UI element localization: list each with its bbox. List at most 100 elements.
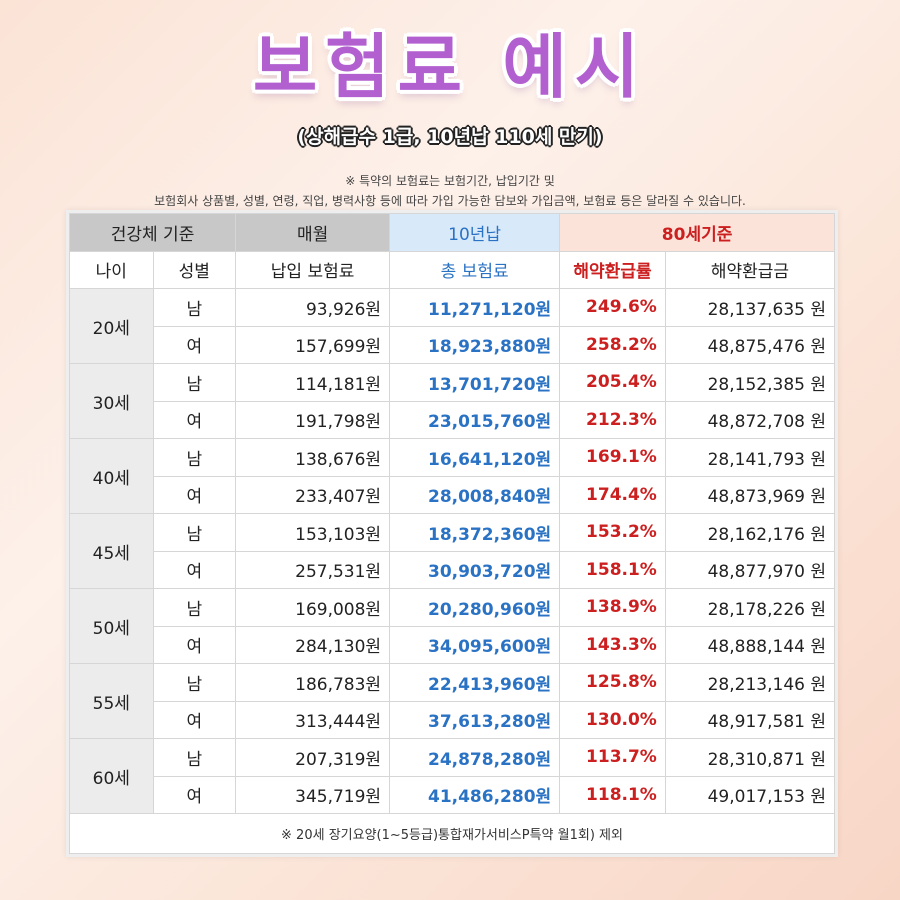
- gender-cell: 여: [152, 625, 237, 664]
- total-premium-cell: 28,008,840원: [389, 475, 561, 514]
- header-total-premium: 총 보험료: [389, 250, 561, 289]
- refund-amount-cell: 28,141,793 원: [664, 438, 836, 477]
- note-line-1: ※ 특약의 보험료는 보험기간, 납입기간 및: [345, 174, 555, 188]
- page-subtitle: (상해급수 1급, 10년납 110세 만기): [297, 126, 603, 148]
- table-row: 여 233,407원 28,008,840원 174.4% 48,873,969 원: [70, 475, 836, 514]
- refund-amount-cell: 28,162,176 원: [664, 513, 836, 552]
- table-row: 60세 남 207,319원 24,878,280원 113.7% 28,310,871 …: [69, 738, 836, 814]
- header-monthly: 매월: [235, 213, 391, 252]
- refund-rate-cell: 169.1%: [559, 438, 666, 477]
- monthly-premium-cell: 169,008원: [235, 588, 391, 627]
- refund-amount-cell: 48,917,581 원: [664, 700, 836, 739]
- premium-table-container: 건강체 기준 매월 10년납 80세기준 나이 성별 납입 보험료 총 보험료 …: [66, 210, 838, 857]
- total-premium-cell: 24,878,280원: [389, 738, 561, 777]
- refund-rate-cell: 205.4%: [559, 363, 666, 402]
- header-gender: 성별: [152, 250, 237, 289]
- refund-amount-cell: 28,310,871 원: [664, 738, 836, 777]
- monthly-premium-cell: 186,783원: [235, 663, 391, 702]
- table-row: 여 157,699원 18,923,880원 258.2% 48,875,476 원: [70, 325, 836, 364]
- total-premium-cell: 11,271,120원: [389, 288, 561, 327]
- age-cell: 45세: [69, 513, 154, 589]
- monthly-premium-cell: 284,130원: [235, 625, 391, 664]
- header-refund-rate: 해약환급률: [559, 250, 666, 289]
- total-premium-cell: 34,095,600원: [389, 625, 561, 664]
- monthly-premium-cell: 157,699원: [235, 325, 391, 364]
- gender-cell: 남: [152, 738, 237, 777]
- total-premium-cell: 22,413,960원: [389, 663, 561, 702]
- footnote-row: ※ 20세 장기요양(1~5등급)통합재가서비스P특약 월1회) 제외: [69, 813, 835, 854]
- refund-amount-cell: 28,152,385 원: [664, 363, 836, 402]
- table-row: 여 191,798원 23,015,760원 212.3% 48,872,708 원: [70, 400, 836, 439]
- table-row: 40세 남 138,676원 16,641,120원 169.1% 28,141,793 …: [69, 438, 836, 514]
- age-cell: 60세: [69, 738, 154, 814]
- total-premium-cell: 13,701,720원: [389, 363, 561, 402]
- header-paid-premium: 납입 보험료: [235, 250, 391, 289]
- gender-cell: 남: [152, 363, 237, 402]
- gender-cell: 남: [152, 288, 237, 327]
- total-premium-cell: 16,641,120원: [389, 438, 561, 477]
- header-refund-amount: 해약환급금: [664, 250, 836, 289]
- note-line-2: 보험회사 상품별, 성별, 연령, 직업, 병력사항 등에 따라 가입 가능한 …: [154, 194, 746, 208]
- refund-amount-cell: 48,872,708 원: [664, 400, 836, 439]
- monthly-premium-cell: 257,531원: [235, 550, 391, 589]
- refund-rate-cell: 158.1%: [559, 550, 666, 589]
- monthly-premium-cell: 93,926원: [235, 288, 391, 327]
- age-cell: 50세: [69, 588, 154, 664]
- refund-amount-cell: 28,178,226 원: [664, 588, 836, 627]
- premium-table-body: 20세 남 93,926원 11,271,120원 249.6% 28,137,635 원…: [69, 288, 836, 814]
- refund-rate-cell: 249.6%: [559, 288, 666, 327]
- table-row: 여 345,719원 41,486,280원 118.1% 49,017,153 원: [70, 775, 836, 814]
- refund-rate-cell: 130.0%: [559, 700, 666, 739]
- gender-cell: 남: [152, 663, 237, 702]
- monthly-premium-cell: 138,676원: [235, 438, 391, 477]
- age-cell: 20세: [69, 288, 154, 364]
- header-10-year-pay: 10년납: [389, 213, 561, 252]
- monthly-premium-cell: 191,798원: [235, 400, 391, 439]
- total-premium-cell: 23,015,760원: [389, 400, 561, 439]
- premium-table: 건강체 기준 매월 10년납 80세기준 나이 성별 납입 보험료 총 보험료 …: [68, 213, 836, 854]
- table-row: 여 313,444원 37,613,280원 130.0% 48,917,581 원: [70, 700, 836, 739]
- table-row: 20세 남 93,926원 11,271,120원 249.6% 28,137,635 원: [69, 288, 836, 364]
- total-premium-cell: 18,923,880원: [389, 325, 561, 364]
- monthly-premium-cell: 153,103원: [235, 513, 391, 552]
- gender-cell: 여: [152, 700, 237, 739]
- monthly-premium-cell: 313,444원: [235, 700, 391, 739]
- monthly-premium-cell: 114,181원: [235, 363, 391, 402]
- refund-amount-cell: 28,213,146 원: [664, 663, 836, 702]
- total-premium-cell: 30,903,720원: [389, 550, 561, 589]
- refund-rate-cell: 113.7%: [559, 738, 666, 777]
- refund-rate-cell: 138.9%: [559, 588, 666, 627]
- gender-cell: 여: [152, 400, 237, 439]
- refund-amount-cell: 49,017,153 원: [664, 775, 836, 814]
- monthly-premium-cell: 207,319원: [235, 738, 391, 777]
- table-row: 45세 남 153,103원 18,372,360원 153.2% 28,162,176 …: [69, 513, 836, 589]
- monthly-premium-cell: 345,719원: [235, 775, 391, 814]
- gender-cell: 남: [152, 438, 237, 477]
- page-title: 보험료 예시: [252, 26, 648, 108]
- gender-cell: 여: [152, 475, 237, 514]
- refund-rate-cell: 125.8%: [559, 663, 666, 702]
- refund-amount-cell: 48,877,970 원: [664, 550, 836, 589]
- table-row: 50세 남 169,008원 20,280,960원 138.9% 28,178,226 …: [69, 588, 836, 664]
- age-cell: 40세: [69, 438, 154, 514]
- age-cell: 55세: [69, 663, 154, 739]
- age-cell: 30세: [69, 363, 154, 439]
- header-health-basis: 건강체 기준: [68, 213, 237, 252]
- gender-cell: 남: [152, 513, 237, 552]
- header-row-2: 나이 성별 납입 보험료 총 보험료 해약환급률 해약환급금: [69, 250, 836, 289]
- table-row: 여 284,130원 34,095,600원 143.3% 48,888,144 원: [70, 625, 836, 664]
- refund-rate-cell: 174.4%: [559, 475, 666, 514]
- header-age: 나이: [69, 250, 154, 289]
- total-premium-cell: 41,486,280원: [389, 775, 561, 814]
- refund-rate-cell: 212.3%: [559, 400, 666, 439]
- gender-cell: 여: [152, 775, 237, 814]
- monthly-premium-cell: 233,407원: [235, 475, 391, 514]
- table-row: 여 257,531원 30,903,720원 158.1% 48,877,970 원: [70, 550, 836, 589]
- total-premium-cell: 20,280,960원: [389, 588, 561, 627]
- gender-cell: 여: [152, 550, 237, 589]
- refund-amount-cell: 48,873,969 원: [664, 475, 836, 514]
- refund-amount-cell: 48,875,476 원: [664, 325, 836, 364]
- table-row: 30세 남 114,181원 13,701,720원 205.4% 28,152,385 …: [69, 363, 836, 439]
- total-premium-cell: 37,613,280원: [389, 700, 561, 739]
- gender-cell: 여: [152, 325, 237, 364]
